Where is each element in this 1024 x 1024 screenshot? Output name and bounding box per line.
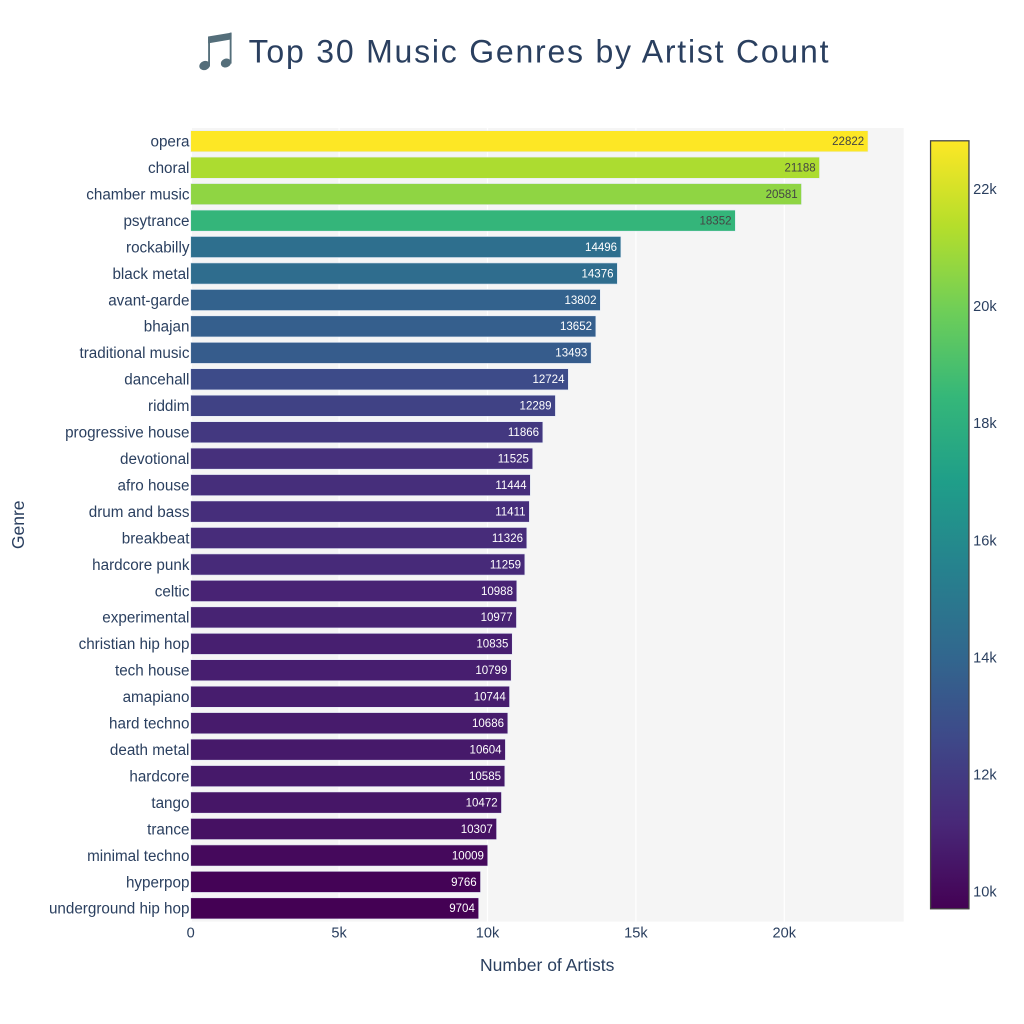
- svg-text:21188: 21188: [785, 163, 816, 175]
- svg-text:20k: 20k: [773, 925, 797, 941]
- svg-text:20581: 20581: [766, 189, 798, 201]
- svg-text:11444: 11444: [495, 480, 527, 492]
- svg-text:10k: 10k: [476, 925, 500, 941]
- svg-text:hardcore: hardcore: [129, 768, 189, 785]
- svg-text:christian hip hop: christian hip hop: [79, 636, 190, 653]
- svg-text:tech house: tech house: [115, 663, 189, 680]
- svg-text:10k: 10k: [973, 885, 997, 901]
- svg-text:black metal: black metal: [112, 266, 189, 283]
- svg-text:Genre: Genre: [8, 500, 28, 549]
- svg-text:14k: 14k: [973, 650, 997, 666]
- svg-text:death metal: death metal: [110, 742, 190, 759]
- svg-text:breakbeat: breakbeat: [122, 530, 190, 547]
- svg-text:16k: 16k: [973, 533, 997, 549]
- svg-text:10744: 10744: [474, 692, 507, 704]
- svg-text:rockabilly: rockabilly: [126, 239, 190, 256]
- svg-text:11866: 11866: [508, 427, 539, 439]
- svg-text:chamber music: chamber music: [86, 186, 190, 203]
- svg-text:riddim: riddim: [148, 398, 189, 415]
- svg-text:10585: 10585: [469, 771, 501, 783]
- svg-text:bhajan: bhajan: [144, 319, 190, 336]
- svg-text:10307: 10307: [461, 824, 493, 836]
- svg-text:psytrance: psytrance: [123, 213, 189, 230]
- svg-text:11411: 11411: [495, 506, 525, 518]
- svg-text:minimal techno: minimal techno: [87, 848, 189, 865]
- svg-text:Top 30 Music Genres by Artist: Top 30 Music Genres by Artist Count: [249, 33, 829, 69]
- svg-text:12k: 12k: [973, 767, 997, 783]
- svg-text:opera: opera: [151, 134, 190, 151]
- svg-text:11326: 11326: [492, 533, 523, 545]
- svg-text:hard techno: hard techno: [109, 716, 189, 733]
- svg-text:18k: 18k: [973, 416, 997, 432]
- svg-text:10009: 10009: [452, 850, 484, 862]
- svg-text:trance: trance: [147, 821, 189, 838]
- svg-text:5k: 5k: [331, 925, 347, 941]
- svg-text:22822: 22822: [832, 136, 864, 148]
- svg-text:9704: 9704: [449, 903, 475, 915]
- svg-text:Number of Artists: Number of Artists: [480, 955, 615, 975]
- svg-text:11525: 11525: [498, 454, 529, 466]
- svg-text:afro house: afro house: [118, 477, 190, 494]
- svg-text:celtic: celtic: [155, 583, 190, 600]
- svg-text:traditional music: traditional music: [79, 345, 189, 362]
- svg-text:10799: 10799: [475, 665, 507, 677]
- svg-text:dancehall: dancehall: [124, 372, 189, 389]
- svg-text:20k: 20k: [973, 299, 997, 315]
- svg-text:11259: 11259: [490, 559, 521, 571]
- svg-text:14376: 14376: [581, 268, 613, 280]
- svg-text:10604: 10604: [470, 744, 503, 756]
- svg-text:devotional: devotional: [120, 451, 189, 468]
- svg-text:14496: 14496: [585, 242, 617, 254]
- svg-text:avant-garde: avant-garde: [108, 292, 189, 309]
- svg-text:drum and bass: drum and bass: [89, 504, 190, 521]
- svg-text:13493: 13493: [555, 348, 587, 360]
- svg-text:10472: 10472: [466, 797, 498, 809]
- svg-text:12289: 12289: [520, 401, 552, 413]
- svg-text:amapiano: amapiano: [123, 689, 190, 706]
- svg-text:10835: 10835: [476, 639, 508, 651]
- svg-text:15k: 15k: [624, 925, 648, 941]
- svg-text:22k: 22k: [973, 182, 997, 198]
- svg-text:0: 0: [187, 925, 195, 941]
- svg-text:9766: 9766: [451, 877, 477, 889]
- svg-text:13652: 13652: [560, 321, 592, 333]
- svg-text:10977: 10977: [481, 612, 513, 624]
- svg-text:18352: 18352: [699, 215, 731, 227]
- svg-text:underground hip hop: underground hip hop: [49, 901, 189, 918]
- svg-text:13802: 13802: [564, 295, 596, 307]
- svg-text:12724: 12724: [532, 374, 565, 386]
- svg-text:choral: choral: [148, 160, 189, 177]
- svg-text:hyperpop: hyperpop: [126, 874, 189, 891]
- svg-text:tango: tango: [151, 795, 189, 812]
- svg-text:experimental: experimental: [102, 610, 189, 627]
- svg-text:progressive house: progressive house: [65, 425, 189, 442]
- svg-text:hardcore punk: hardcore punk: [92, 557, 190, 574]
- svg-text:10686: 10686: [472, 718, 504, 730]
- svg-text:10988: 10988: [481, 586, 513, 598]
